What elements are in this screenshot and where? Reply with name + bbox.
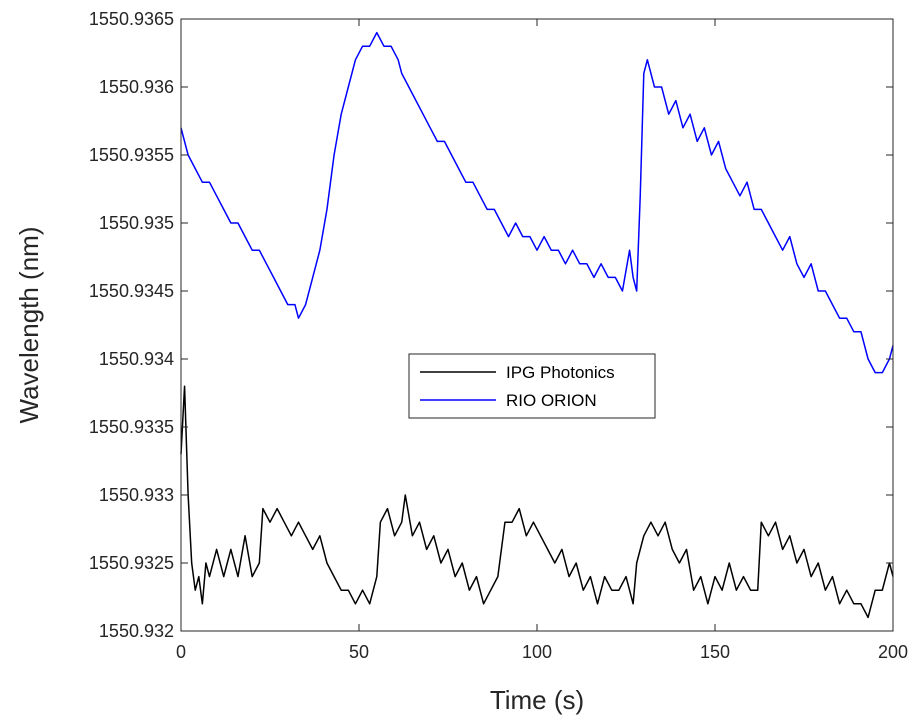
series-line-rio-orion [180, 31, 894, 374]
x-tick-label: 100 [522, 642, 552, 662]
x-tick-label: 50 [349, 642, 369, 662]
legend: IPG Photonics RIO ORION [408, 353, 656, 419]
y-tick-label: 1550.933 [99, 485, 174, 505]
ticks-layer: 0 50 100 150 200 1550.932 1550.9325 1550.933 155… [89, 9, 908, 662]
x-tick-label: 150 [700, 642, 730, 662]
y-tick-label: 1550.9325 [89, 553, 174, 573]
legend-label-ipg-photonics: IPG Photonics [506, 363, 615, 382]
x-tick-label: 200 [878, 642, 908, 662]
y-tick-label: 1550.9365 [89, 9, 174, 29]
y-tick-label: 1550.936 [99, 77, 174, 97]
series-line-ipg-photonics [180, 385, 894, 619]
legend-box [408, 353, 656, 419]
y-tick-label: 1550.935 [99, 213, 174, 233]
y-tick-label: 1550.932 [99, 621, 174, 641]
y-tick-label: 1550.9335 [89, 417, 174, 437]
x-axis-label: Time (s) [490, 685, 584, 715]
y-tick-label: 1550.9345 [89, 281, 174, 301]
legend-label-rio-orion: RIO ORION [506, 391, 597, 410]
series-layer [180, 31, 894, 619]
x-tick-label: 0 [176, 642, 186, 662]
y-tick-label: 1550.9355 [89, 145, 174, 165]
y-tick-label: 1550.934 [99, 349, 174, 369]
y-axis-label: Wavelength (nm) [14, 227, 44, 424]
